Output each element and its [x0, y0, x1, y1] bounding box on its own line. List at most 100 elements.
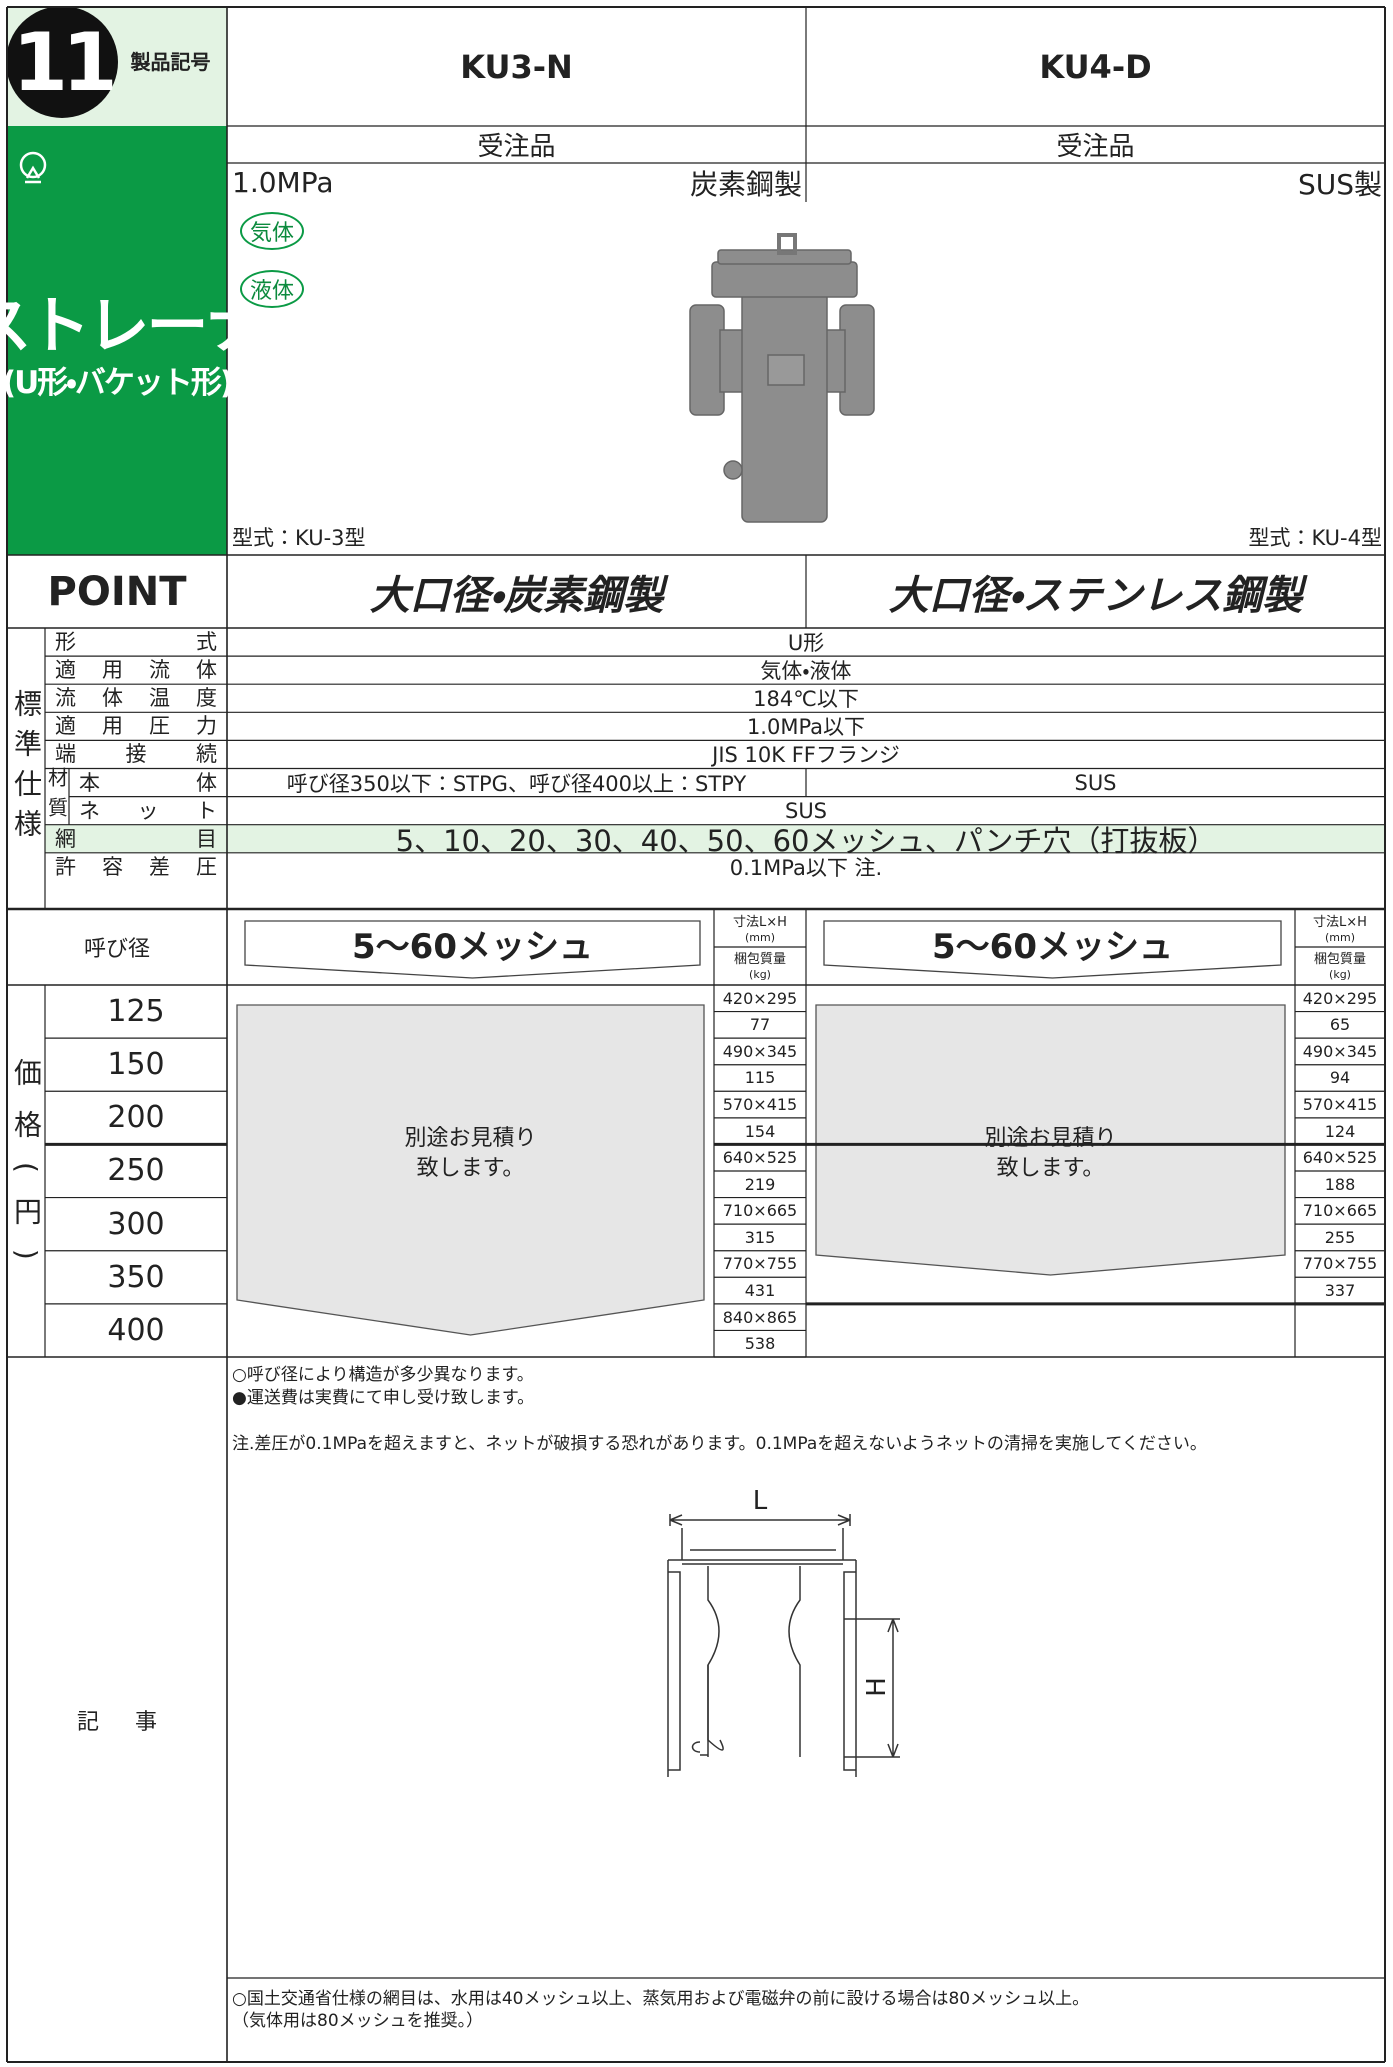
dimension: 710×665 [722, 1201, 798, 1221]
mesh-row-bg [45, 824, 1385, 853]
spec-label: 網目 [55, 826, 217, 851]
diagram-line [691, 1741, 801, 1757]
dimension: 640×525 [1302, 1148, 1378, 1168]
diagram-line [669, 1514, 851, 1526]
note: 注.差圧が0.1MPaを超えますと、ネットが破損する恐れがあります。0.1MPa… [232, 1433, 1207, 1454]
quote-panel [815, 1004, 1286, 1276]
point-item: 大口径・ステンレス鋼製 [888, 572, 1303, 619]
weight: 94 [1329, 1068, 1351, 1088]
weight: 154 [744, 1121, 776, 1141]
order-type: 受注品 [1056, 132, 1135, 162]
note: ○呼び径により構造が多少異なります。 [232, 1364, 534, 1385]
nominal-size: 400 [107, 1312, 165, 1348]
nominal-size: 125 [107, 994, 165, 1030]
dimension: 420×295 [722, 988, 798, 1008]
material: SUS製 [1297, 167, 1382, 201]
weight: 188 [1324, 1174, 1356, 1194]
spec-label: 適用圧力 [55, 714, 217, 739]
nominal-size: 150 [107, 1047, 165, 1083]
spec-value: JIS 10K FFフランジ [712, 743, 900, 768]
mesh-range: 5〜60メッシュ [932, 926, 1173, 967]
quote-panel [236, 1004, 705, 1336]
weight-unit: (kg) [1329, 967, 1351, 981]
nominal-size: 300 [107, 1206, 165, 1242]
spec-label: 形式 [55, 630, 217, 654]
dimension: 490×345 [722, 1041, 798, 1061]
diagram-label: L [752, 1486, 768, 1516]
quote-text: 別途お見積り [984, 1126, 1117, 1151]
dimension: 420×295 [1302, 988, 1378, 1008]
side-title: ストレーナ [0, 289, 268, 362]
spec-value: SUS [1074, 770, 1117, 795]
product-photo [689, 233, 875, 523]
logo [19, 151, 47, 184]
spec-label: ネット [79, 798, 217, 823]
notes-label: 記事 [76, 1710, 193, 1735]
diagram-line [668, 1528, 856, 1565]
model: 型式：KU-3型 [232, 526, 366, 550]
diagram-label: H [862, 1677, 892, 1697]
material-label: 材質 [44, 766, 69, 827]
point-label: POINT [47, 568, 187, 615]
header-label: 製品記号 [130, 49, 211, 74]
spec-value: U形 [787, 631, 825, 656]
weight: 255 [1324, 1227, 1356, 1247]
dimension: 840×865 [722, 1307, 798, 1327]
note-footer: ○国土交通省仕様の網目は、水用は40メッシュ以上、蒸気用および電磁弁の前に設ける… [232, 1988, 1090, 2009]
nominal-size: 250 [107, 1153, 165, 1189]
weight: 77 [749, 1015, 771, 1035]
spec-value: 184℃以下 [753, 687, 859, 712]
weight: 538 [744, 1334, 776, 1354]
weight-header: 梱包質量 [733, 951, 786, 967]
fluid-tag: 液体 [240, 270, 304, 308]
model: 型式：KU-4型 [1248, 526, 1382, 550]
product-code: KU4-D [1039, 47, 1152, 86]
fluid-tag: 気体 [240, 212, 304, 250]
note: ●運送費は実費にて申し受け致します。 [232, 1387, 535, 1408]
weight-header: 梱包質量 [1313, 951, 1366, 967]
nominal-size: 200 [107, 1100, 165, 1136]
weight: 219 [744, 1174, 776, 1194]
material: 炭素鋼製 [689, 167, 802, 201]
weight: 65 [1329, 1015, 1351, 1035]
quote-text: 別途お見積り [404, 1126, 537, 1151]
spec-label: 本体 [79, 770, 217, 795]
diagram-line [844, 1618, 900, 1758]
pressure: 1.0MPa [232, 166, 334, 199]
price-size-label: 呼び径 [83, 937, 150, 962]
spec-value: 呼び径350以下：STPG、呼び径400以上：STPY [286, 771, 747, 796]
quote-text: 致します。 [416, 1156, 525, 1181]
weight-unit: (kg) [749, 967, 771, 981]
diagram-line [667, 1560, 857, 1777]
price-group: 価格(円) [10, 1058, 43, 1284]
dimension: 640×525 [722, 1148, 798, 1168]
product-code: KU3-N [460, 47, 573, 86]
spec-value: 0.1MPa以下 注. [729, 855, 883, 880]
weight: 124 [1324, 1121, 1356, 1141]
dimension: 710×665 [1302, 1201, 1378, 1221]
spec-value: 1.0MPa以下 [746, 715, 866, 740]
dimension: 490×345 [1302, 1041, 1378, 1061]
diagram-line [700, 1665, 724, 1756]
spec-value: 気体・液体 [760, 659, 852, 684]
spec-value: SUS [784, 798, 828, 823]
dims-header: 寸法L×H [1313, 914, 1367, 930]
spec-group: 標準仕様 [10, 688, 43, 849]
diagram-line [707, 1566, 801, 1755]
quote-text: 致します。 [996, 1156, 1105, 1181]
weight: 115 [744, 1068, 776, 1088]
dimension: 770×755 [722, 1254, 798, 1274]
spec-label: 流体温度 [55, 686, 217, 711]
mesh-range: 5〜60メッシュ [352, 926, 593, 967]
point-item: 大口径・炭素鋼製 [369, 572, 664, 619]
number-badge [6, 6, 118, 118]
dims-header: 寸法L×H [733, 914, 787, 930]
spec-value: 5、10、20、30、40、50、60メッシュ、パンチ穴（打抜板） [395, 823, 1217, 858]
spec-label: 端接続 [55, 742, 217, 767]
weight: 315 [744, 1227, 776, 1247]
dims-unit: (mm) [744, 930, 775, 944]
side-subtitle: (U形・バケット形) [1, 364, 234, 401]
number: 11 [12, 15, 117, 109]
